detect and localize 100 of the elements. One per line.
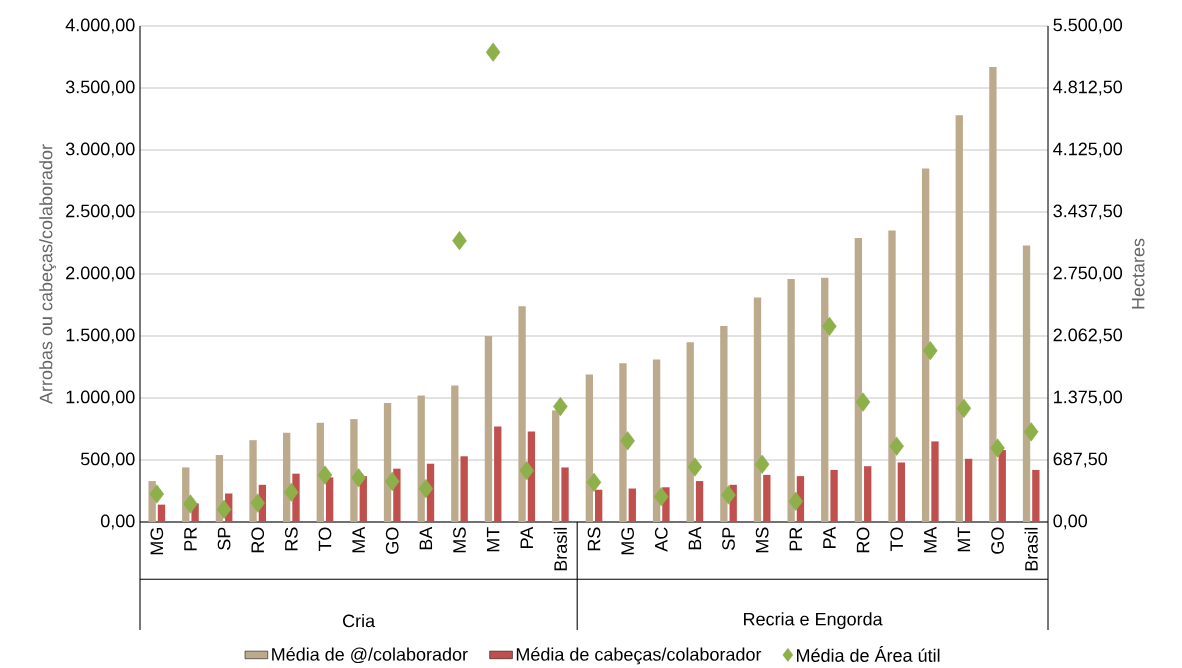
point bbox=[687, 457, 703, 477]
bar bbox=[888, 230, 896, 522]
bar bbox=[561, 467, 569, 522]
x-tick-label: MA bbox=[924, 526, 937, 553]
x-tick-label: Brasil bbox=[553, 527, 567, 571]
x-tick-label: BA bbox=[688, 526, 702, 550]
point bbox=[553, 396, 568, 417]
point bbox=[183, 494, 198, 514]
y-tick-label: 4.000,00 bbox=[65, 18, 135, 34]
point bbox=[1023, 422, 1039, 442]
point bbox=[284, 482, 299, 502]
y-tick-label: 1.500,00 bbox=[66, 328, 135, 344]
y2-tick-label: 2.062,50 bbox=[1053, 328, 1123, 344]
bar bbox=[494, 426, 502, 522]
x-tick-label: BA bbox=[419, 526, 433, 550]
x-tick-label: RS bbox=[284, 527, 298, 551]
bar bbox=[931, 441, 939, 522]
x-tick-label: MG bbox=[621, 528, 634, 555]
x-tick-label: GO bbox=[385, 527, 399, 554]
y-tick-label: 0,00 bbox=[100, 514, 135, 530]
point bbox=[485, 42, 501, 62]
y-tick-label: 3.000,00 bbox=[65, 142, 135, 158]
y2-tick-label: 1.375,00 bbox=[1054, 390, 1123, 406]
bar bbox=[897, 462, 905, 522]
legend-label: Média de cabeças/colaborador bbox=[516, 647, 762, 665]
point bbox=[822, 316, 837, 336]
bar bbox=[830, 469, 838, 522]
point bbox=[418, 479, 434, 499]
point bbox=[149, 484, 165, 504]
bar bbox=[619, 363, 627, 522]
point bbox=[990, 438, 1005, 458]
bar bbox=[720, 326, 728, 522]
bar bbox=[686, 342, 694, 522]
bar bbox=[1032, 469, 1040, 522]
point bbox=[519, 460, 535, 481]
point bbox=[452, 231, 467, 251]
point bbox=[956, 398, 972, 418]
y2-tick-label: 2.750,00 bbox=[1053, 266, 1123, 282]
bar bbox=[787, 278, 795, 522]
y2-tick-label: 4.125,00 bbox=[1053, 142, 1123, 158]
bar bbox=[964, 458, 973, 522]
bar bbox=[695, 481, 704, 522]
x-tick-label: Brasil bbox=[1024, 527, 1038, 571]
point bbox=[721, 485, 736, 505]
x-tick-label: MS bbox=[453, 527, 466, 553]
x-tick-label: TO bbox=[318, 527, 332, 551]
x-tick-label: MG bbox=[150, 528, 164, 555]
x-tick-label: MA bbox=[352, 526, 365, 553]
bar bbox=[552, 410, 560, 522]
y2-tick-label: 3.437,50 bbox=[1053, 204, 1123, 220]
bar bbox=[998, 450, 1006, 522]
x-tick-label: PR bbox=[184, 527, 197, 551]
y-tick-label: 1.000,00 bbox=[66, 390, 135, 406]
legend-label: Média de Área útil bbox=[797, 646, 940, 662]
bar bbox=[921, 168, 930, 522]
point bbox=[855, 392, 871, 412]
legend-label: Média de @/colaborador bbox=[272, 647, 468, 664]
y2-tick-label: 0,00 bbox=[1053, 514, 1088, 530]
bar bbox=[460, 456, 468, 522]
y2-axis-title: Hectares bbox=[1131, 238, 1145, 309]
y-tick-label: 2.500,00 bbox=[66, 204, 135, 220]
bar bbox=[451, 385, 459, 522]
y2-tick-label: 5.500,00 bbox=[1053, 18, 1123, 34]
bar bbox=[157, 504, 166, 522]
point bbox=[384, 471, 400, 492]
bar bbox=[753, 297, 762, 522]
x-tick-label: PA bbox=[823, 526, 836, 548]
bar bbox=[325, 477, 334, 522]
point bbox=[788, 491, 804, 511]
x-tick-label: SP bbox=[722, 527, 735, 550]
point bbox=[889, 436, 904, 456]
x-tick-label: GO bbox=[991, 527, 1004, 554]
x-tick-label: RS bbox=[587, 527, 601, 551]
y-tick-label: 2.000,00 bbox=[66, 266, 135, 282]
bar bbox=[854, 238, 863, 522]
point bbox=[923, 341, 938, 361]
x-tick-label: SP bbox=[217, 527, 231, 550]
x-tick-label: PR bbox=[789, 527, 802, 551]
bar bbox=[763, 474, 771, 522]
point bbox=[216, 499, 232, 519]
y2-tick-label: 687,50 bbox=[1053, 452, 1108, 468]
point bbox=[351, 468, 366, 488]
text: Recria e Engorda bbox=[744, 612, 883, 630]
x-tick-label: MS bbox=[755, 527, 769, 553]
bar bbox=[1022, 245, 1031, 522]
point bbox=[317, 465, 333, 485]
point bbox=[620, 431, 635, 451]
bar bbox=[585, 374, 594, 522]
bar bbox=[628, 488, 636, 522]
text: Cria bbox=[343, 614, 376, 628]
bar bbox=[484, 336, 493, 522]
bar bbox=[595, 489, 603, 522]
x-tick-label: TO bbox=[890, 527, 904, 551]
bar bbox=[518, 306, 526, 522]
x-tick-label: AC bbox=[654, 527, 668, 552]
y-tick-label: 500,00 bbox=[80, 452, 135, 468]
x-tick-label: RO bbox=[856, 527, 870, 553]
y-axis-title: Arrobas ou cabeças/colaborador bbox=[39, 144, 57, 405]
x-tick-label: PA bbox=[520, 526, 533, 548]
bar bbox=[955, 115, 963, 522]
